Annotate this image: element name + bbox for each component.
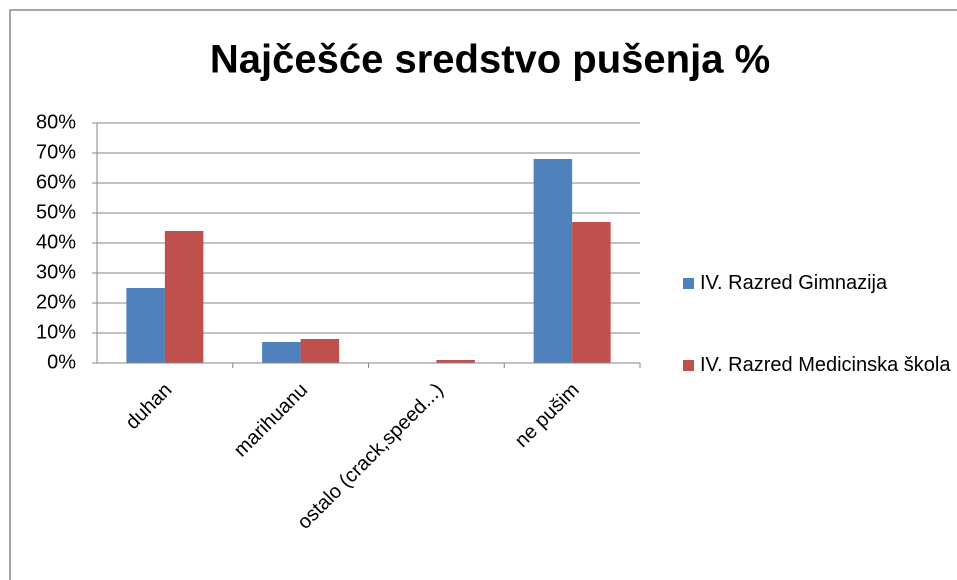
y-tick-label: 40% — [36, 231, 76, 253]
bar — [126, 288, 165, 363]
y-tick-label: 0% — [47, 351, 76, 373]
bar — [300, 339, 340, 363]
y-tick-label: 80% — [36, 111, 76, 133]
legend-item: IV. Razred Medicinska škola — [683, 351, 953, 379]
y-tick-label: 70% — [36, 141, 76, 163]
legend-label: IV. Razred Medicinska škola — [700, 354, 951, 376]
bar — [533, 159, 573, 363]
legend-label: IV. Razred Gimnazija — [700, 272, 888, 294]
y-tick-label: 60% — [36, 171, 76, 193]
legend-item: IV. Razred Gimnazija — [683, 269, 953, 297]
chart-title: Najčešće sredstvo pušenja % — [210, 38, 770, 82]
bar — [262, 342, 301, 363]
legend-swatch — [683, 360, 694, 371]
bar — [164, 231, 204, 363]
y-tick-label: 30% — [36, 261, 76, 283]
legend-swatch — [683, 278, 694, 289]
bar — [572, 222, 611, 363]
bar — [436, 360, 475, 363]
y-tick-label: 50% — [36, 201, 76, 223]
y-tick-label: 10% — [36, 321, 76, 343]
y-tick-label: 20% — [36, 291, 76, 313]
